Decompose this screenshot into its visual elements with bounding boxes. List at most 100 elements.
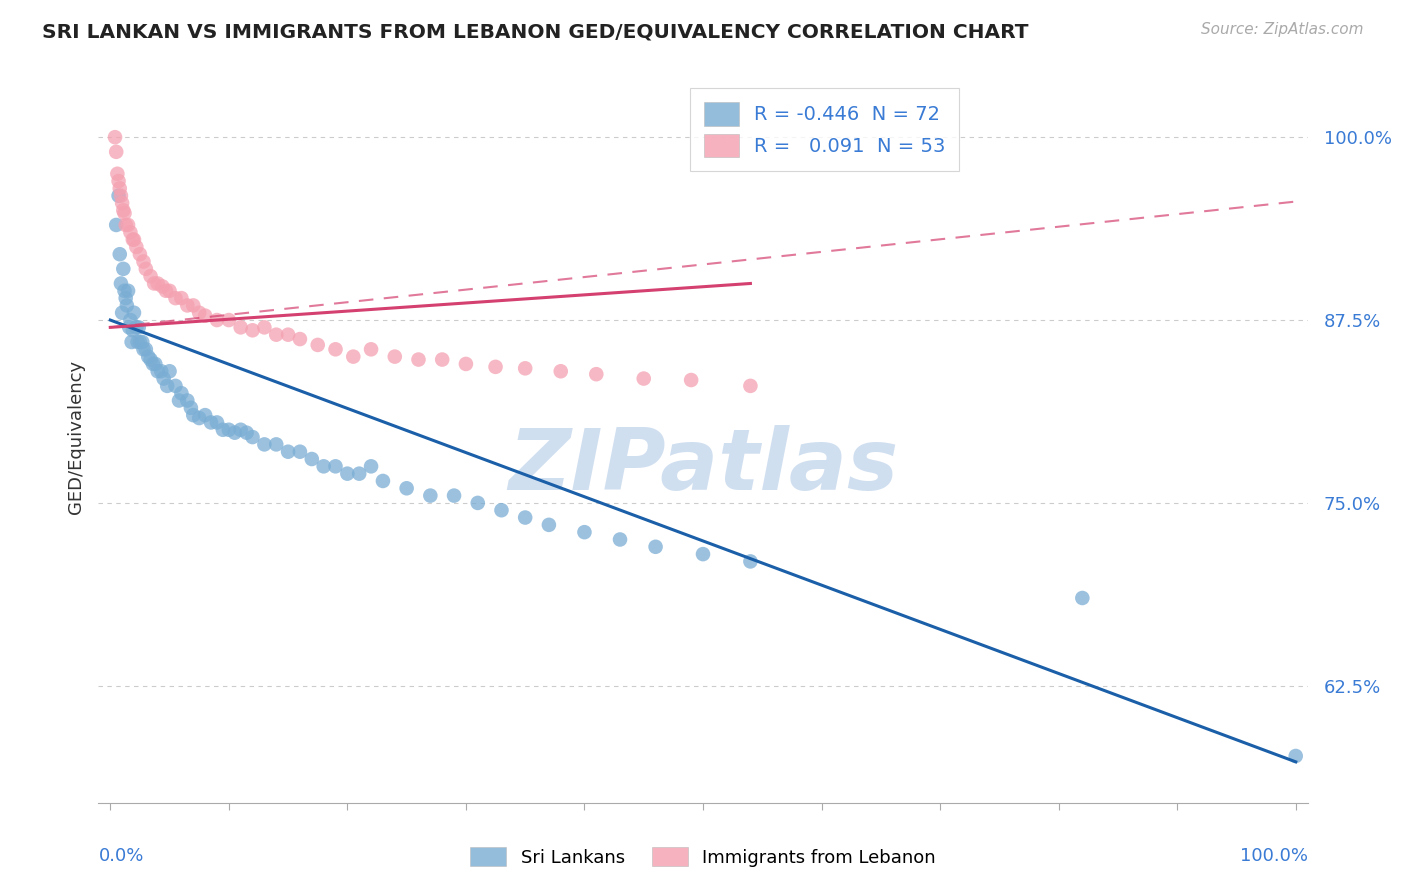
Point: [253, 320, 276, 334]
Point: [432, 352, 454, 367]
Point: [264, 437, 287, 451]
Point: [681, 373, 703, 387]
Text: Source: ZipAtlas.com: Source: ZipAtlas.com: [1201, 22, 1364, 37]
Point: [128, 320, 150, 334]
Point: [181, 408, 204, 422]
Point: [371, 474, 394, 488]
Point: [105, 218, 128, 232]
Point: [537, 517, 560, 532]
Point: [139, 352, 162, 367]
Point: [550, 364, 572, 378]
Point: [122, 233, 145, 247]
Point: [644, 540, 666, 554]
Point: [200, 416, 222, 430]
Point: [152, 279, 174, 293]
Point: [146, 277, 169, 291]
Point: [360, 343, 382, 357]
Point: [107, 174, 129, 188]
Point: [105, 145, 128, 159]
Point: [115, 298, 138, 312]
Point: [104, 130, 127, 145]
Point: [108, 247, 131, 261]
Point: [152, 371, 174, 385]
Point: [515, 510, 537, 524]
Point: [118, 320, 141, 334]
Point: [188, 411, 211, 425]
Point: [692, 547, 714, 561]
Point: [150, 364, 173, 378]
Point: [229, 320, 252, 334]
Point: [218, 313, 240, 327]
Legend: Sri Lankans, Immigrants from Lebanon: Sri Lankans, Immigrants from Lebanon: [463, 840, 943, 874]
Point: [112, 261, 135, 276]
Point: [132, 254, 155, 268]
Text: 0.0%: 0.0%: [98, 847, 143, 864]
Point: [242, 323, 264, 337]
Point: [135, 261, 157, 276]
Point: [229, 423, 252, 437]
Point: [114, 218, 136, 232]
Point: [139, 269, 162, 284]
Text: ZIPatlas: ZIPatlas: [508, 425, 898, 508]
Point: [325, 343, 347, 357]
Point: [129, 334, 152, 349]
Point: [120, 313, 142, 327]
Point: [491, 503, 513, 517]
Point: [135, 343, 157, 357]
Point: [114, 206, 136, 220]
Point: [155, 284, 177, 298]
Point: [110, 277, 132, 291]
Point: [143, 277, 166, 291]
Point: [384, 350, 406, 364]
Point: [224, 425, 246, 440]
Point: [194, 309, 217, 323]
Point: [114, 291, 136, 305]
Point: [253, 437, 276, 451]
Point: [347, 467, 370, 481]
Point: [574, 525, 596, 540]
Point: [360, 459, 382, 474]
Point: [165, 291, 187, 305]
Point: [165, 379, 187, 393]
Point: [609, 533, 631, 547]
Point: [408, 352, 430, 367]
Point: [176, 393, 198, 408]
Point: [419, 489, 441, 503]
Point: [454, 357, 477, 371]
Point: [740, 379, 762, 393]
Text: 100.0%: 100.0%: [1240, 847, 1308, 864]
Point: [194, 408, 217, 422]
Point: [1071, 591, 1094, 605]
Point: [301, 452, 323, 467]
Point: [242, 430, 264, 444]
Point: [277, 327, 299, 342]
Point: [170, 386, 193, 401]
Point: [136, 350, 159, 364]
Point: [180, 401, 202, 415]
Point: [114, 284, 136, 298]
Point: [395, 481, 418, 495]
Point: [110, 188, 132, 202]
Point: [125, 240, 148, 254]
Point: [125, 320, 148, 334]
Point: [176, 298, 198, 312]
Legend: R = -0.446  N = 72, R =   0.091  N = 53: R = -0.446 N = 72, R = 0.091 N = 53: [690, 88, 959, 171]
Point: [484, 359, 506, 374]
Point: [336, 467, 359, 481]
Point: [443, 489, 465, 503]
Point: [288, 332, 311, 346]
Point: [111, 196, 134, 211]
Point: [277, 444, 299, 458]
Point: [342, 350, 364, 364]
Point: [170, 291, 193, 305]
Point: [121, 233, 143, 247]
Point: [167, 393, 190, 408]
Point: [1285, 749, 1308, 764]
Point: [515, 361, 537, 376]
Point: [121, 334, 143, 349]
Point: [264, 327, 287, 342]
Point: [112, 203, 135, 218]
Point: [205, 313, 228, 327]
Point: [235, 425, 257, 440]
Point: [188, 306, 211, 320]
